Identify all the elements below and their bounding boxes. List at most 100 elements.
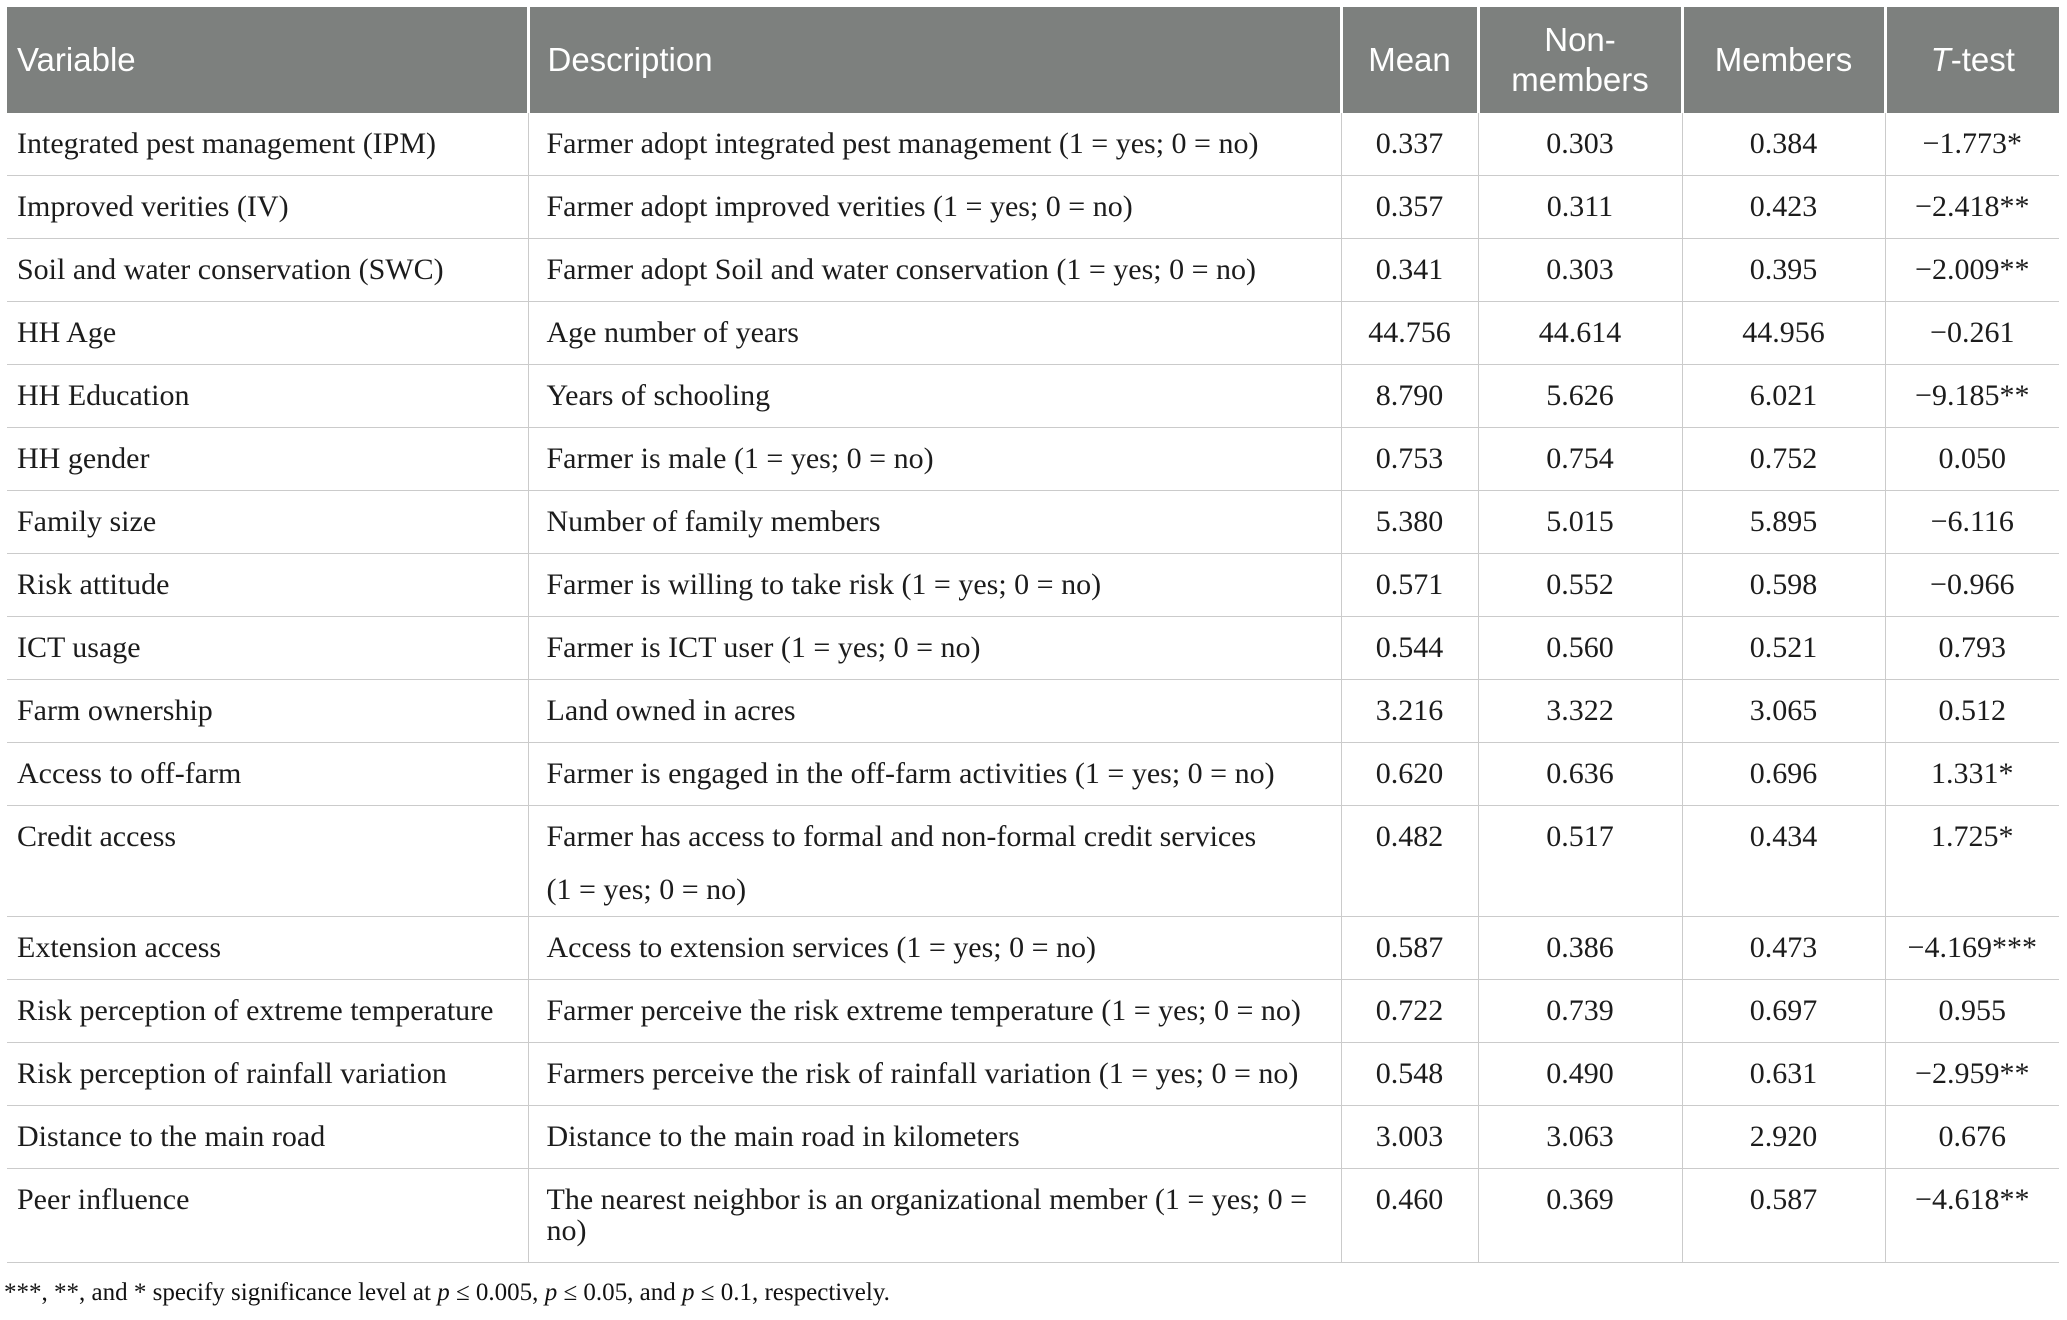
cell-description: Farmer perceive the risk extreme tempera… xyxy=(527,979,1341,1043)
cell-variable: HH Education xyxy=(7,364,528,428)
table-body: Integrated pest management (IPM) Farmer … xyxy=(7,113,2059,1263)
cell-description: Access to extension services (1 = yes; 0… xyxy=(527,916,1341,980)
cell-variable: HH Age xyxy=(7,301,528,365)
cell-non-members: 0.311 xyxy=(1477,175,1682,239)
header-row: Variable Description Mean Non-members Me… xyxy=(7,7,2059,113)
cell-variable: Risk attitude xyxy=(7,553,528,617)
cell-description: The nearest neighbor is an organizationa… xyxy=(527,1168,1341,1263)
cell-mean: 0.341 xyxy=(1340,238,1478,302)
table-row: HH Age Age number of years 44.756 44.614… xyxy=(7,301,2059,365)
table-row: Risk perception of extreme temperature F… xyxy=(7,979,2059,1043)
table-row: Access to off-farm Farmer is engaged in … xyxy=(7,742,2059,806)
cell-non-members: 0.303 xyxy=(1477,113,1682,176)
cell-t-test: −9.185** xyxy=(1884,364,2059,428)
cell-non-members: 0.739 xyxy=(1477,979,1682,1043)
cell-variable: Soil and water conservation (SWC) xyxy=(7,238,528,302)
cell-members: 3.065 xyxy=(1681,679,1885,743)
cell-mean: 0.357 xyxy=(1340,175,1478,239)
cell-description: Farmer has access to formal and non-form… xyxy=(527,805,1341,917)
footnote-text: ≤ 0.05, and xyxy=(557,1279,683,1306)
footnote-p-symbol: p xyxy=(544,1279,558,1306)
cell-members: 0.434 xyxy=(1681,805,1885,917)
cell-variable: Improved verities (IV) xyxy=(7,175,528,239)
cell-mean: 0.482 xyxy=(1340,805,1478,917)
cell-members: 0.631 xyxy=(1681,1042,1885,1106)
cell-mean: 0.722 xyxy=(1340,979,1478,1043)
cell-t-test: 0.793 xyxy=(1884,616,2059,680)
cell-members: 0.384 xyxy=(1681,113,1885,176)
cell-t-test: −6.116 xyxy=(1884,490,2059,554)
cell-variable: ICT usage xyxy=(7,616,528,680)
table-row: Risk perception of rainfall variation Fa… xyxy=(7,1042,2059,1106)
cell-mean: 0.587 xyxy=(1340,916,1478,980)
cell-members: 0.395 xyxy=(1681,238,1885,302)
cell-mean: 8.790 xyxy=(1340,364,1478,428)
cell-t-test: −4.618** xyxy=(1884,1168,2059,1263)
footnote-p-symbol: p xyxy=(682,1279,695,1306)
col-header-t-test: T-test xyxy=(1883,7,2059,113)
footnote-text: ≤ 0.1, respectively. xyxy=(694,1279,890,1306)
table-row: Peer influence The nearest neighbor is a… xyxy=(7,1168,2059,1263)
cell-non-members: 0.490 xyxy=(1477,1042,1682,1106)
cell-description: Farmer adopt Soil and water conservation… xyxy=(527,238,1341,302)
col-header-mean: Mean xyxy=(1339,7,1478,113)
cell-mean: 0.544 xyxy=(1340,616,1478,680)
footnote-p-symbol: p xyxy=(437,1279,450,1306)
table-row: Farm ownership Land owned in acres 3.216… xyxy=(7,679,2059,743)
cell-members: 0.587 xyxy=(1681,1168,1885,1263)
cell-non-members: 0.386 xyxy=(1477,916,1682,980)
cell-members: 6.021 xyxy=(1681,364,1885,428)
cell-mean: 0.337 xyxy=(1340,113,1478,176)
cell-description: Farmer is ICT user (1 = yes; 0 = no) xyxy=(527,616,1341,680)
cell-non-members: 0.636 xyxy=(1477,742,1682,806)
cell-t-test: −2.959** xyxy=(1884,1042,2059,1106)
cell-variable: Risk perception of rainfall variation xyxy=(7,1042,528,1106)
cell-members: 0.598 xyxy=(1681,553,1885,617)
cell-t-test: 1.725* xyxy=(1884,805,2059,917)
col-header-non-members: Non-members xyxy=(1476,7,1682,113)
cell-non-members: 0.754 xyxy=(1477,427,1682,491)
cell-t-test: 1.331* xyxy=(1884,742,2059,806)
cell-t-test: 0.512 xyxy=(1884,679,2059,743)
cell-members: 0.473 xyxy=(1681,916,1885,980)
table-row: Extension access Access to extension ser… xyxy=(7,916,2059,980)
cell-members: 2.920 xyxy=(1681,1105,1885,1169)
cell-description: Number of family members xyxy=(527,490,1341,554)
cell-members: 44.956 xyxy=(1681,301,1885,365)
cell-mean: 0.460 xyxy=(1340,1168,1478,1263)
table-row: HH gender Farmer is male (1 = yes; 0 = n… xyxy=(7,427,2059,491)
table-row: HH Education Years of schooling 8.790 5.… xyxy=(7,364,2059,428)
cell-description: Distance to the main road in kilometers xyxy=(527,1105,1341,1169)
cell-t-test: −2.418** xyxy=(1884,175,2059,239)
cell-non-members: 5.015 xyxy=(1477,490,1682,554)
cell-description: Farmer adopt integrated pest management … xyxy=(527,113,1341,176)
cell-mean: 44.756 xyxy=(1340,301,1478,365)
footnote-text: ***, **, and * specify significance leve… xyxy=(4,1279,438,1306)
cell-variable: Distance to the main road xyxy=(7,1105,528,1169)
cell-description: Farmer adopt improved verities (1 = yes;… xyxy=(527,175,1341,239)
cell-non-members: 0.552 xyxy=(1477,553,1682,617)
cell-non-members: 5.626 xyxy=(1477,364,1682,428)
t-test-italic-letter: T xyxy=(1930,41,1951,78)
table-row: ICT usage Farmer is ICT user (1 = yes; 0… xyxy=(7,616,2059,680)
cell-non-members: 3.322 xyxy=(1477,679,1682,743)
cell-variable: Extension access xyxy=(7,916,528,980)
table-row: Family size Number of family members 5.3… xyxy=(7,490,2059,554)
cell-members: 0.697 xyxy=(1681,979,1885,1043)
cell-members: 0.752 xyxy=(1681,427,1885,491)
cell-non-members: 0.560 xyxy=(1477,616,1682,680)
cell-t-test: −4.169*** xyxy=(1884,916,2059,980)
cell-variable: Peer influence xyxy=(7,1168,528,1263)
cell-members: 0.423 xyxy=(1681,175,1885,239)
cell-description: Farmer is willing to take risk (1 = yes;… xyxy=(527,553,1341,617)
footnote-text: ≤ 0.005, xyxy=(449,1279,545,1306)
cell-t-test: −1.773* xyxy=(1884,113,2059,176)
cell-description: Age number of years xyxy=(527,301,1341,365)
table-row: Risk attitude Farmer is willing to take … xyxy=(7,553,2059,617)
table-row: Improved verities (IV) Farmer adopt impr… xyxy=(7,175,2059,239)
cell-variable: Farm ownership xyxy=(7,679,528,743)
cell-non-members: 3.063 xyxy=(1477,1105,1682,1169)
cell-t-test: −0.966 xyxy=(1884,553,2059,617)
cell-t-test: 0.676 xyxy=(1884,1105,2059,1169)
